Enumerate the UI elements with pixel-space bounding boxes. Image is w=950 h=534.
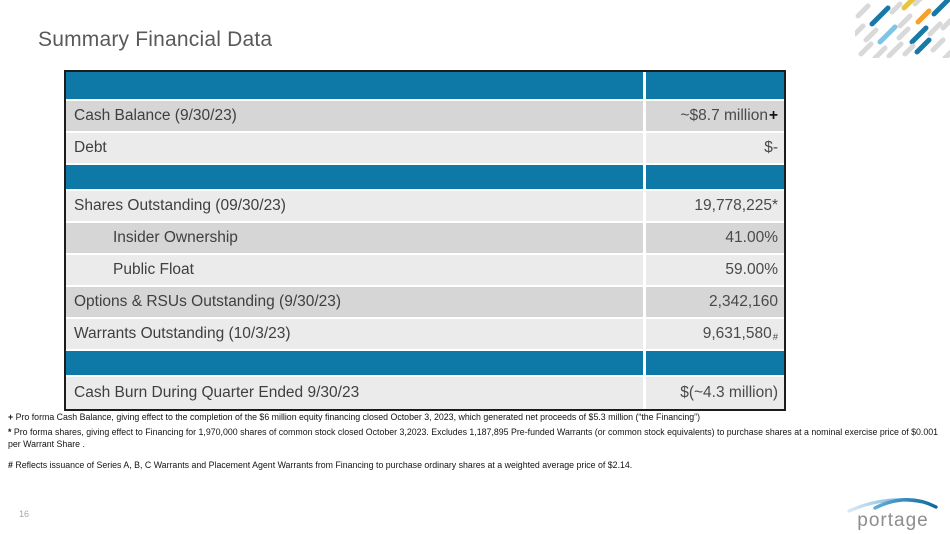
table-separator-row bbox=[66, 349, 784, 375]
table-row: Cash Balance (9/30/23) ~$8.7 million + bbox=[66, 99, 784, 131]
table-row: Options & RSUs Outstanding (9/30/23) 2,34… bbox=[66, 285, 784, 317]
portage-logo: portage bbox=[845, 492, 941, 530]
footnote-marker-inline: + bbox=[768, 107, 778, 124]
deco-dash-pattern bbox=[855, 0, 950, 58]
row-value: 59.00% bbox=[643, 255, 784, 285]
row-label: Warrants Outstanding (10/3/23) bbox=[74, 325, 291, 342]
row-value: ~$8.7 million + bbox=[643, 101, 784, 131]
footnote-marker-inline: # bbox=[772, 331, 778, 343]
row-value: 41.00% bbox=[643, 223, 784, 253]
row-value: 9,631,580 # bbox=[643, 319, 784, 349]
financial-table: Cash Balance (9/30/23) ~$8.7 million + Debt… bbox=[64, 70, 786, 411]
footnote-marker: # bbox=[8, 460, 16, 471]
row-label: Public Float bbox=[113, 261, 194, 278]
row-value: 2,342,160 bbox=[643, 287, 784, 317]
logo-text: portage bbox=[857, 510, 929, 531]
footnote: + Pro forma Cash Balance, giving effect … bbox=[8, 412, 701, 422]
row-value bbox=[643, 165, 784, 189]
footnote-marker: * bbox=[8, 427, 14, 438]
footnote: * Pro forma shares, giving effect to Fin… bbox=[8, 427, 939, 450]
table-row: Shares Outstanding (09/30/23) 19,778,225* bbox=[66, 189, 784, 221]
page-number: 16 bbox=[19, 509, 30, 519]
row-label: Cash Balance (9/30/23) bbox=[74, 107, 237, 124]
row-value bbox=[643, 351, 784, 375]
table-row: Warrants Outstanding (10/3/23) 9,631,580 # bbox=[66, 317, 784, 349]
row-value bbox=[643, 72, 784, 99]
page-title: Summary Financial Data bbox=[38, 28, 273, 51]
row-label bbox=[66, 72, 643, 99]
footnote-marker: + bbox=[8, 412, 16, 422]
row-label: Shares Outstanding (09/30/23) bbox=[74, 197, 286, 214]
row-label: Options & RSUs Outstanding (9/30/23) bbox=[74, 293, 342, 310]
row-label bbox=[66, 165, 643, 189]
row-label: Insider Ownership bbox=[113, 229, 238, 246]
table-row: Insider Ownership 41.00% bbox=[66, 221, 784, 253]
table-separator-row bbox=[66, 163, 784, 189]
row-label bbox=[66, 351, 643, 375]
footnote: # Reflects issuance of Series A, B, C Wa… bbox=[8, 460, 633, 471]
row-value: $- bbox=[643, 133, 784, 163]
arc-swoosh-icon bbox=[847, 498, 938, 513]
table-row: Cash Burn During Quarter Ended 9/30/23 $(… bbox=[66, 375, 784, 409]
footnotes: + Pro forma Cash Balance, giving effect … bbox=[8, 412, 946, 476]
row-value: 19,778,225* bbox=[643, 191, 784, 221]
row-label: Cash Burn During Quarter Ended 9/30/23 bbox=[74, 384, 360, 401]
table-row: Debt $- bbox=[66, 131, 784, 163]
table-row: Public Float 59.00% bbox=[66, 253, 784, 285]
row-label: Debt bbox=[74, 139, 107, 156]
row-value: $(~4.3 million) bbox=[643, 377, 784, 409]
table-header-row bbox=[66, 72, 784, 99]
